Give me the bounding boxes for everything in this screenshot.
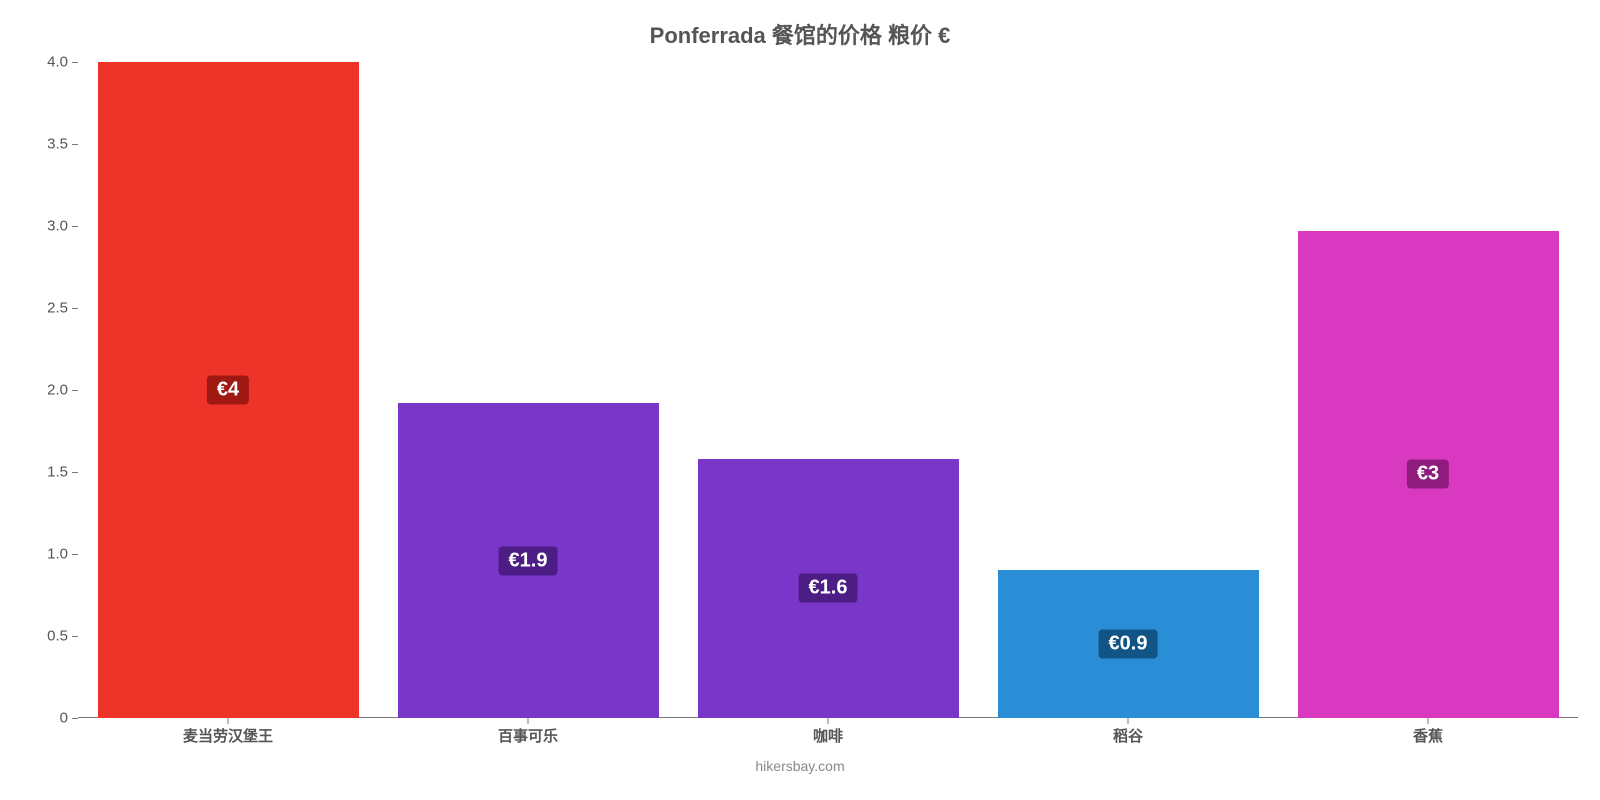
- y-tick-label: 3.0: [28, 218, 68, 235]
- y-tick-label: 2.5: [28, 300, 68, 317]
- y-tick-label: 1.0: [28, 546, 68, 563]
- x-tick-label: 香蕉: [1413, 725, 1443, 746]
- y-tick-label: 4.0: [28, 54, 68, 71]
- price-chart: Ponferrada 餐馆的价格 粮价 € 0 0.5 1.0 1.5 2.0 2.5 3.…: [0, 0, 1600, 800]
- x-tick-label: 稻谷: [1113, 725, 1143, 746]
- value-badge: €0.9: [1099, 630, 1158, 659]
- y-tick-label: 0.5: [28, 628, 68, 645]
- value-badge: €1.6: [799, 574, 858, 603]
- bar-slot: €0.9稻谷: [978, 62, 1278, 718]
- bar-slot: €1.6咖啡: [678, 62, 978, 718]
- value-badge: €1.9: [499, 546, 558, 575]
- bar-slot: €4麦当劳汉堡王: [78, 62, 378, 718]
- y-tick-label: 3.5: [28, 136, 68, 153]
- value-badge: €3: [1407, 460, 1449, 489]
- chart-title: Ponferrada 餐馆的价格 粮价 €: [0, 18, 1600, 50]
- source-label: hikersbay.com: [0, 758, 1600, 774]
- x-tick-label: 咖啡: [813, 725, 843, 746]
- x-tick-label: 百事可乐: [498, 725, 558, 746]
- bar-slot: €3香蕉: [1278, 62, 1578, 718]
- x-tick: [1128, 718, 1129, 724]
- x-tick: [828, 718, 829, 724]
- y-tick-label: 0: [28, 710, 68, 727]
- x-tick: [528, 718, 529, 724]
- x-tick: [228, 718, 229, 724]
- x-tick-label: 麦当劳汉堡王: [183, 725, 273, 746]
- y-tick-label: 2.0: [28, 382, 68, 399]
- y-tick: [72, 718, 78, 719]
- y-tick-label: 1.5: [28, 464, 68, 481]
- bar-slot: €1.9百事可乐: [378, 62, 678, 718]
- x-tick: [1428, 718, 1429, 724]
- value-badge: €4: [207, 376, 249, 405]
- plot-area: 00.51.01.52.02.53.03.54.0€4麦当劳汉堡王€1.9百事可…: [78, 62, 1578, 718]
